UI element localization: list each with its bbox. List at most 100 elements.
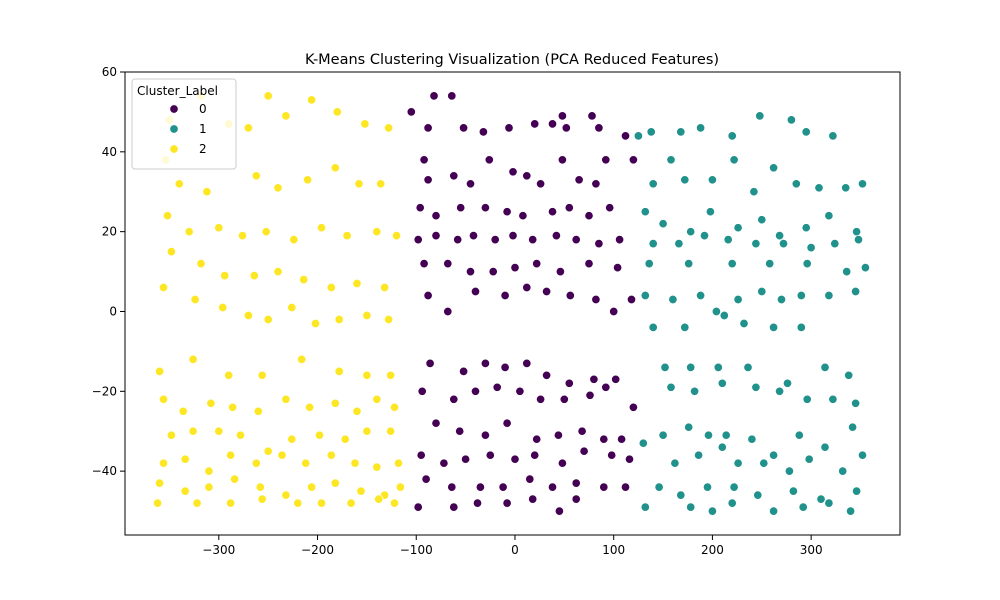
point-cluster-0-23 — [574, 175, 584, 185]
point-cluster-2-11 — [174, 179, 184, 189]
point-cluster-0-63 — [565, 290, 575, 301]
point-cluster-2-28 — [391, 231, 402, 241]
point-cluster-1-56 — [648, 322, 658, 332]
point-cluster-0-37 — [413, 235, 423, 245]
point-cluster-2-63 — [330, 398, 340, 408]
point-cluster-0-8 — [547, 119, 558, 129]
point-cluster-0-43 — [528, 235, 538, 245]
point-cluster-0-99 — [510, 454, 520, 464]
point-cluster-2-4 — [263, 91, 273, 101]
y-tick-label: 40 — [102, 145, 117, 159]
point-cluster-0-41 — [490, 235, 500, 245]
point-cluster-0-82 — [559, 394, 569, 404]
point-cluster-2-67 — [166, 430, 176, 440]
point-cluster-0-86 — [431, 418, 441, 428]
point-cluster-1-80 — [703, 430, 714, 440]
point-cluster-1-78 — [658, 430, 668, 440]
legend-marker-0 — [169, 104, 179, 114]
point-cluster-1-13 — [729, 155, 739, 165]
point-cluster-2-12 — [202, 187, 212, 197]
point-cluster-1-107 — [727, 498, 737, 508]
point-cluster-1-105 — [686, 502, 696, 512]
point-cluster-2-5 — [281, 111, 291, 121]
legend-marker-2 — [169, 144, 179, 154]
legend-label-2: 2 — [199, 142, 207, 156]
point-cluster-0-80 — [515, 386, 525, 396]
point-cluster-0-25 — [601, 155, 611, 165]
point-cluster-0-54 — [555, 267, 565, 277]
point-cluster-2-94 — [307, 482, 317, 492]
point-cluster-1-4 — [727, 131, 737, 141]
point-cluster-1-72 — [751, 382, 761, 392]
point-cluster-2-19 — [162, 211, 173, 221]
point-cluster-1-5 — [755, 111, 765, 121]
point-cluster-2-105 — [346, 498, 356, 508]
point-cluster-0-51 — [488, 267, 498, 277]
point-cluster-2-44 — [310, 318, 321, 329]
point-cluster-1-10 — [666, 155, 676, 165]
point-cluster-0-89 — [502, 418, 512, 428]
point-cluster-2-95 — [330, 478, 340, 488]
point-cluster-2-100 — [192, 498, 202, 508]
point-cluster-0-0 — [406, 107, 416, 117]
point-cluster-1-106 — [707, 506, 717, 516]
point-cluster-2-107 — [389, 498, 400, 508]
point-cluster-2-26 — [342, 231, 352, 241]
point-cluster-0-56 — [613, 263, 623, 273]
point-cluster-1-98 — [702, 482, 713, 492]
point-cluster-1-82 — [747, 434, 757, 444]
point-cluster-2-62 — [305, 402, 315, 412]
point-cluster-1-20 — [640, 207, 650, 217]
point-cluster-0-65 — [609, 306, 619, 317]
point-cluster-0-4 — [459, 123, 469, 133]
point-cluster-0-101 — [557, 458, 567, 468]
point-cluster-2-48 — [155, 366, 165, 376]
point-cluster-2-93 — [281, 490, 291, 500]
point-cluster-1-35 — [778, 239, 789, 249]
point-cluster-1-37 — [830, 239, 840, 249]
point-cluster-0-10 — [561, 123, 571, 133]
point-cluster-0-85 — [628, 402, 638, 412]
point-cluster-2-49 — [188, 354, 198, 364]
point-cluster-0-69 — [480, 358, 490, 368]
point-cluster-0-110 — [547, 482, 558, 492]
point-cluster-1-57 — [680, 322, 690, 332]
point-cluster-2-45 — [334, 314, 344, 325]
point-cluster-2-14 — [273, 183, 283, 193]
point-cluster-2-54 — [362, 370, 372, 380]
point-cluster-2-30 — [196, 259, 206, 269]
point-cluster-0-2 — [447, 91, 457, 101]
point-cluster-1-67 — [820, 362, 830, 372]
point-cluster-0-108 — [498, 482, 508, 492]
point-cluster-1-0 — [633, 131, 643, 141]
point-cluster-1-43 — [802, 259, 812, 269]
point-cluster-2-82 — [277, 450, 287, 460]
point-cluster-1-40 — [684, 259, 694, 269]
point-cluster-0-19 — [508, 167, 518, 177]
point-cluster-2-74 — [340, 434, 350, 444]
point-cluster-0-49 — [443, 259, 453, 269]
point-cluster-1-19 — [857, 179, 868, 189]
point-cluster-1-86 — [848, 422, 858, 432]
point-cluster-0-52 — [510, 263, 520, 273]
point-cluster-2-77 — [158, 458, 169, 468]
point-cluster-1-48 — [696, 290, 706, 301]
point-cluster-0-40 — [468, 231, 479, 241]
point-cluster-0-35 — [584, 211, 594, 221]
point-cluster-1-75 — [828, 394, 838, 404]
point-cluster-0-38 — [431, 231, 441, 241]
point-cluster-1-96 — [654, 482, 664, 492]
point-cluster-0-109 — [525, 474, 535, 484]
point-cluster-1-26 — [775, 231, 785, 241]
point-cluster-1-28 — [824, 211, 834, 221]
point-cluster-1-61 — [796, 322, 806, 332]
point-cluster-2-99 — [153, 498, 163, 508]
point-cluster-0-44 — [551, 231, 561, 241]
point-cluster-1-55 — [851, 286, 861, 297]
point-cluster-0-118 — [528, 494, 538, 504]
point-cluster-2-101 — [226, 498, 236, 508]
point-cluster-1-110 — [824, 498, 834, 508]
point-cluster-1-8 — [828, 131, 838, 141]
point-cluster-2-15 — [303, 175, 313, 185]
point-cluster-2-56 — [158, 394, 169, 404]
